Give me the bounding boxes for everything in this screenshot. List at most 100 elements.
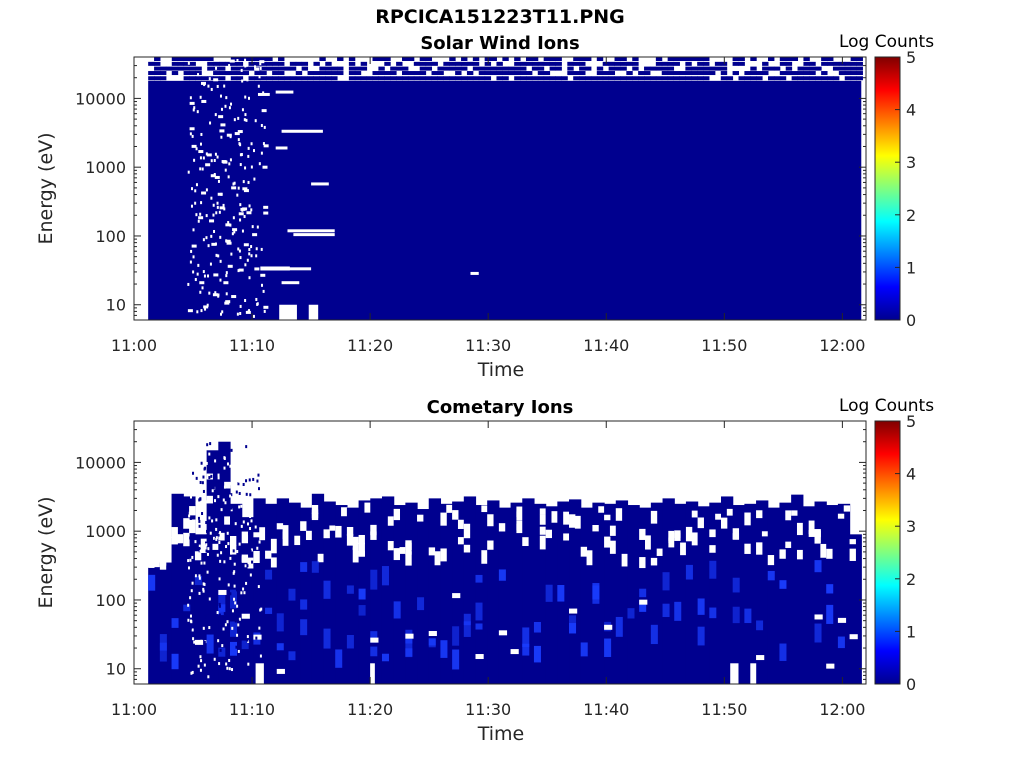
gap-cell xyxy=(779,549,786,559)
speckle-cell xyxy=(225,545,228,549)
heatmap-cell xyxy=(679,57,686,61)
heatmap-column xyxy=(194,534,208,684)
gap-cell xyxy=(750,663,757,684)
speckle-cell xyxy=(236,633,239,637)
heatmap-cell xyxy=(455,76,462,81)
gap-cell xyxy=(586,550,593,566)
heatmap-cell xyxy=(525,61,533,66)
heatmap-highlight xyxy=(300,562,308,572)
gap-cell xyxy=(814,614,823,620)
gap-cell xyxy=(189,132,192,136)
speckle-cell xyxy=(234,601,237,605)
speckle-cell xyxy=(260,518,263,522)
gap-cell xyxy=(293,233,335,237)
speckle-cell xyxy=(228,667,231,671)
heatmap-cell xyxy=(579,66,586,71)
heatmap-column xyxy=(393,505,406,684)
heatmap-cell xyxy=(195,57,202,61)
heatmap-cell xyxy=(313,71,320,76)
heatmap-cell xyxy=(230,57,238,61)
gap-cell xyxy=(220,312,223,316)
speckle-cell xyxy=(209,586,212,590)
gap-cell xyxy=(256,302,259,306)
speckle-cell xyxy=(246,638,249,642)
heatmap-cell xyxy=(667,61,675,66)
speckle-cell xyxy=(215,527,218,531)
speckle-cell xyxy=(234,522,237,526)
heatmap-cell xyxy=(579,57,586,61)
speckle-cell xyxy=(242,520,245,524)
heatmap-column xyxy=(159,562,173,684)
heatmap-cell xyxy=(484,71,492,76)
heatmap-column xyxy=(498,507,512,684)
gap-cell xyxy=(837,513,845,519)
heatmap-cell xyxy=(797,71,804,76)
gap-cell xyxy=(756,655,765,661)
gap-cell xyxy=(213,273,219,277)
heatmap-cell xyxy=(844,61,852,66)
heatmap-cell xyxy=(159,66,167,71)
speckle-cell xyxy=(231,668,234,672)
heatmap-highlight xyxy=(358,605,366,616)
heatmap-cell xyxy=(655,57,663,61)
gap-cell xyxy=(171,536,178,545)
heatmap-cell xyxy=(289,61,297,66)
gap-cell xyxy=(609,525,617,536)
speckle-cell xyxy=(221,644,224,648)
gap-cell xyxy=(189,101,195,105)
heatmap-cell xyxy=(803,61,810,66)
heatmap-cell xyxy=(620,61,627,66)
gap-cell xyxy=(189,519,196,534)
gap-cell xyxy=(205,236,208,240)
speckle-cell xyxy=(218,662,221,666)
gap-cell xyxy=(192,270,195,274)
heatmap-cell xyxy=(620,57,627,61)
speckle-cell xyxy=(244,564,247,568)
heatmap-highlight xyxy=(358,588,366,600)
speckle-cell xyxy=(198,576,201,580)
heatmap-highlight xyxy=(428,638,436,646)
speckle-cell xyxy=(228,658,231,662)
heatmap-cell xyxy=(738,57,745,61)
heatmap-cell xyxy=(779,57,787,61)
gap-cell xyxy=(820,543,827,558)
speckle-cell xyxy=(206,614,209,618)
heatmap-cell xyxy=(378,71,385,76)
gap-cell xyxy=(192,255,195,259)
speckle-cell xyxy=(199,549,202,553)
gap-cell xyxy=(604,514,611,521)
heatmap-cell xyxy=(396,66,403,71)
speckle-cell xyxy=(205,591,208,595)
heatmap-cell xyxy=(154,57,161,61)
heatmap-highlight xyxy=(615,616,623,637)
heatmap-cell xyxy=(378,57,385,61)
speckle-cell xyxy=(242,625,245,629)
gap-cell xyxy=(245,63,248,67)
heatmap-cell xyxy=(531,57,539,61)
heatmap-cell xyxy=(413,71,421,76)
speckle-cell xyxy=(234,615,237,619)
heatmap-cell xyxy=(555,61,562,66)
gap-cell xyxy=(194,201,197,205)
speckle-cell xyxy=(208,476,211,480)
gap-cell xyxy=(263,125,266,129)
gap-cell xyxy=(308,304,319,320)
speckle-cell xyxy=(194,574,197,578)
heatmap-cell xyxy=(472,66,480,71)
gap-cell xyxy=(732,533,740,540)
gap-cell xyxy=(756,510,763,519)
heatmap-cell xyxy=(685,71,692,76)
gap-cell xyxy=(224,481,231,489)
heatmap-cell xyxy=(165,66,173,71)
heatmap-cell xyxy=(413,61,421,66)
gap-cell xyxy=(244,95,247,99)
gap-cell xyxy=(250,245,253,249)
gap-cell xyxy=(370,531,377,540)
heatmap-cell xyxy=(443,66,450,71)
speckle-cell xyxy=(231,609,234,613)
heatmap-cell xyxy=(396,61,403,66)
speckle-cell xyxy=(210,474,213,478)
gap-cell xyxy=(260,273,266,277)
heatmap-cell xyxy=(844,66,852,71)
heatmap-highlight xyxy=(405,648,413,658)
